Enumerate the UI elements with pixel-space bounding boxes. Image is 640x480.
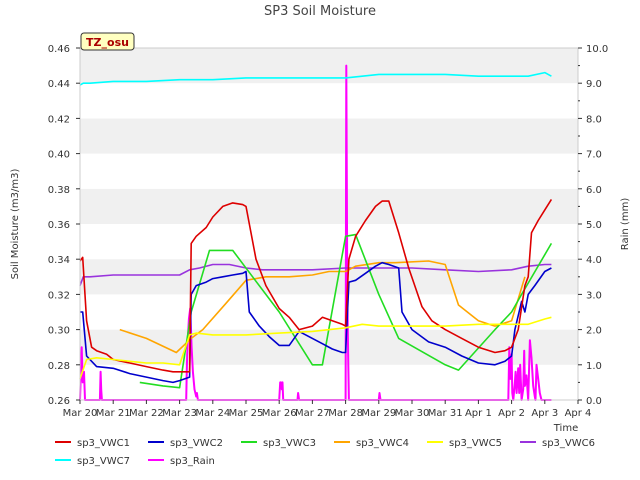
x-tick-label: Mar 25 <box>229 408 264 419</box>
y2-tick-label: 0.0 <box>586 396 602 407</box>
grid-band <box>80 118 578 154</box>
x-tick-label: Mar 21 <box>96 408 131 419</box>
y2-tick-label: 10.0 <box>586 44 608 55</box>
y-tick-label: 0.30 <box>48 326 70 337</box>
y2-tick-label: 6.0 <box>586 185 602 196</box>
grid-band <box>80 188 578 224</box>
y-tick-label: 0.42 <box>48 114 70 125</box>
series-line-sp3_VWC7 <box>79 71 552 86</box>
series-layer <box>79 64 553 401</box>
y-tick-label: 0.36 <box>48 220 70 231</box>
y-axis-label: Soil Moisture (m3/m3) <box>10 169 21 280</box>
y2-tick-label: 7.0 <box>586 150 602 161</box>
y-tick-label: 0.34 <box>48 255 70 266</box>
x-tick-label: Mar 24 <box>195 408 230 419</box>
x-tick-label: Mar 22 <box>129 408 164 419</box>
y2-tick-label: 4.0 <box>586 255 602 266</box>
legend-label: sp3_VWC3 <box>263 438 316 449</box>
x-axis-label: Time <box>553 423 578 434</box>
y-tick-label: 0.44 <box>48 79 70 90</box>
x-tick-label: Mar 30 <box>395 408 430 419</box>
legend-label: sp3_Rain <box>170 456 215 467</box>
y2-tick-label: 1.0 <box>586 361 602 372</box>
x-tick-label: Apr 3 <box>531 408 558 419</box>
series-line-sp3_VWC1 <box>79 198 553 373</box>
grid-band <box>80 364 578 400</box>
series-line-sp3_VWC4 <box>119 260 526 354</box>
series-line-sp3_VWC5 <box>79 316 552 380</box>
x-tick-label: Mar 31 <box>428 408 463 419</box>
y-axis-left: 0.26 0.28 0.30 0.32 0.34 0.36 0.38 0.40 0.42 0.44… <box>48 44 80 407</box>
grid-band <box>80 259 578 295</box>
x-tick-label: Apr 1 <box>465 408 492 419</box>
y2-tick-label: 2.0 <box>586 326 602 337</box>
legend-label: sp3_VWC2 <box>170 438 223 449</box>
x-tick-label: Mar 27 <box>295 408 330 419</box>
annotation-box: TZ_osu <box>80 32 135 51</box>
x-tick-label: Apr 4 <box>565 408 592 419</box>
chart-title: SP3 Soil Moisture <box>264 4 376 19</box>
series-line-sp3_VWC3 <box>139 233 553 389</box>
y2-tick-label: 8.0 <box>586 114 602 125</box>
y-axis-right: 0.0 1.0 2.0 3.0 4.0 5.0 6.0 7.0 8.0 9.0 10.0 <box>578 44 608 407</box>
legend-label: sp3_VWC1 <box>77 438 130 449</box>
legend-label: sp3_VWC7 <box>77 456 130 467</box>
y2-axis-label: Rain (mm) <box>620 198 631 251</box>
y-tick-label: 0.26 <box>48 396 70 407</box>
legend-label: sp3_VWC4 <box>356 438 409 449</box>
x-tick-label: Mar 28 <box>328 408 363 419</box>
y-tick-label: 0.28 <box>48 361 70 372</box>
y-tick-label: 0.32 <box>48 290 70 301</box>
y-tick-label: 0.40 <box>48 150 70 161</box>
legend-label: sp3_VWC6 <box>542 438 595 449</box>
y2-tick-label: 3.0 <box>586 290 602 301</box>
grid-band <box>80 153 578 189</box>
y-tick-label: 0.38 <box>48 185 70 196</box>
series-line-sp3_VWC6 <box>79 263 552 286</box>
x-tick-label: Mar 29 <box>361 408 396 419</box>
x-tick-label: Mar 23 <box>162 408 197 419</box>
grid-band <box>80 224 578 260</box>
series-line-sp3_VWC2 <box>80 261 552 384</box>
legend: sp3_VWC1 sp3_VWC2 sp3_VWC3 sp3_VWC4 sp3_VWC5… <box>55 438 595 467</box>
y2-tick-label: 9.0 <box>586 79 602 90</box>
x-tick-label: Mar 20 <box>63 408 98 419</box>
series-line-sp3_Rain <box>79 64 552 401</box>
y-tick-label: 0.46 <box>48 44 70 55</box>
annotation-label: TZ_osu <box>86 36 129 49</box>
x-tick-label: Mar 26 <box>262 408 297 419</box>
legend-label: sp3_VWC5 <box>449 438 502 449</box>
grid-band <box>80 83 578 119</box>
y2-tick-label: 5.0 <box>586 220 602 231</box>
x-tick-label: Apr 2 <box>498 408 525 419</box>
